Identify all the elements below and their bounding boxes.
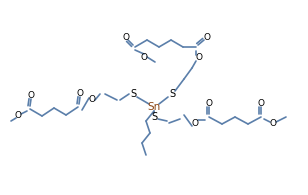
Text: O: O (88, 96, 95, 105)
Text: O: O (270, 120, 277, 129)
Text: O: O (205, 99, 213, 108)
Text: O: O (76, 90, 83, 98)
Text: S: S (151, 112, 157, 122)
Text: Sn: Sn (147, 102, 161, 112)
Text: O: O (140, 52, 148, 61)
Text: O: O (27, 91, 34, 100)
Text: S: S (130, 89, 136, 99)
Text: S: S (169, 89, 175, 99)
Text: O: O (257, 99, 265, 108)
Text: O: O (14, 112, 22, 121)
Text: O: O (192, 119, 198, 128)
Text: O: O (123, 33, 129, 42)
Text: O: O (204, 33, 210, 42)
Text: O: O (196, 53, 202, 63)
